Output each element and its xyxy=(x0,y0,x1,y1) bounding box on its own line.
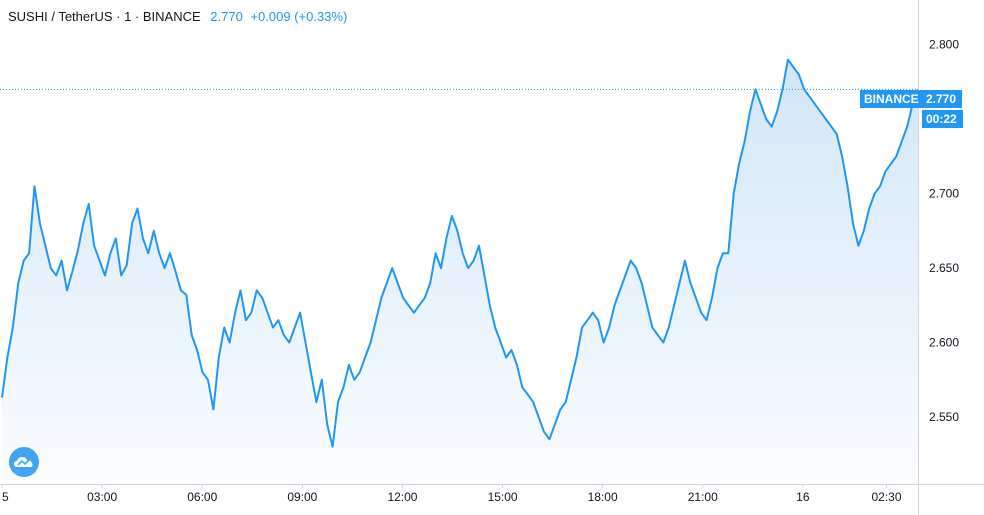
header-change: +0.009 (+0.33%) xyxy=(250,9,348,24)
x-tick-label: 02:30 xyxy=(871,490,901,504)
x-tick-label: 5 xyxy=(2,490,9,504)
x-tick-label: 06:00 xyxy=(187,490,217,504)
header-price: 2.770 xyxy=(210,9,243,24)
x-tick-label: 09:00 xyxy=(287,490,317,504)
x-tick-label: 15:00 xyxy=(488,490,518,504)
tradingview-cloud-icon[interactable] xyxy=(9,447,39,477)
series-area-fill xyxy=(2,59,918,484)
y-tick-label: 2.600 xyxy=(929,336,959,350)
y-tick-label: 2.550 xyxy=(929,410,959,424)
price-tag: 2.770 xyxy=(922,90,963,108)
x-tick-label: 16 xyxy=(796,490,810,504)
series-line xyxy=(1,58,919,448)
chart-header: SUSHI / TetherUS · 1 · BINANCE 2.770 +0.… xyxy=(8,9,347,24)
y-tick-label: 2.650 xyxy=(929,261,959,275)
exchange-tag: BINANCE xyxy=(860,90,923,108)
x-tick-label: 21:00 xyxy=(688,490,718,504)
x-tick-label: 12:00 xyxy=(387,490,417,504)
y-tick-label: 2.700 xyxy=(929,187,959,201)
symbol-label: SUSHI / TetherUS · 1 · BINANCE xyxy=(8,9,201,24)
x-tick-label: 03:00 xyxy=(87,490,117,504)
x-tick-label: 18:00 xyxy=(588,490,618,504)
y-tick-label: 2.800 xyxy=(929,38,959,52)
countdown-tag: 00:22 xyxy=(922,110,963,128)
